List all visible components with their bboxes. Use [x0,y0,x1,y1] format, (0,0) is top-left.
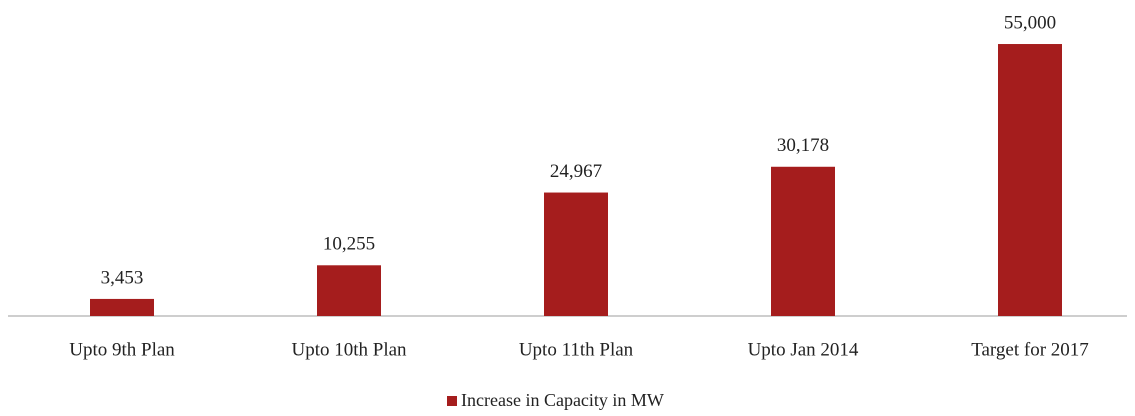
bar [317,265,381,316]
x-tick-label: Upto Jan 2014 [748,339,859,360]
data-label: 3,453 [101,267,144,288]
x-tick-label: Target for 2017 [971,339,1089,360]
data-label: 30,178 [777,135,829,156]
data-label: 55,000 [1004,12,1056,33]
data-label: 10,255 [323,234,375,255]
x-tick-label: Upto 10th Plan [291,339,407,360]
legend-label: Increase in Capacity in MW [461,390,664,410]
data-label: 24,967 [550,161,602,182]
bar [771,166,835,316]
bar [90,298,154,316]
bar [998,44,1062,317]
x-tick-label: Upto 11th Plan [519,339,634,360]
legend-swatch [447,396,457,406]
bar [544,192,608,316]
x-tick-label: Upto 9th Plan [69,339,175,360]
